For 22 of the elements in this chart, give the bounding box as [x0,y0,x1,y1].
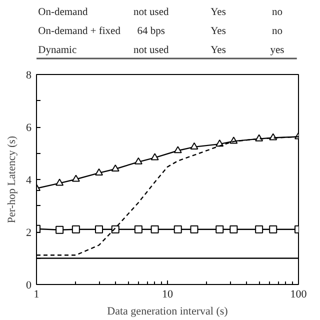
text: no [272,7,282,18]
y-tick-label: 6 [26,122,32,134]
text: not used [133,7,170,18]
y-tick-label: 2 [26,227,32,239]
text: On-demand [38,7,88,18]
y-tick-label: 4 [26,174,32,186]
text: Yes [210,26,226,37]
x-tick-label: 100 [290,288,308,300]
text: Yes [210,7,226,18]
text: Yes [210,45,226,56]
text: On-demand + fixed [38,26,122,37]
x-tick-label: 1 [34,288,40,300]
text: no [272,26,282,37]
x-axis-title: Data generation interval (s) [107,306,228,318]
y-tick-label: 8 [26,70,32,82]
y-tick-label: 0 [26,280,32,292]
text: Dynamic [38,45,77,56]
text: yes [270,45,284,56]
text: not used [133,45,170,56]
y-axis-title: Per-hop Latency (s) [6,136,18,224]
x-tick-label: 10 [162,288,174,300]
text: 64 bps [137,26,165,37]
